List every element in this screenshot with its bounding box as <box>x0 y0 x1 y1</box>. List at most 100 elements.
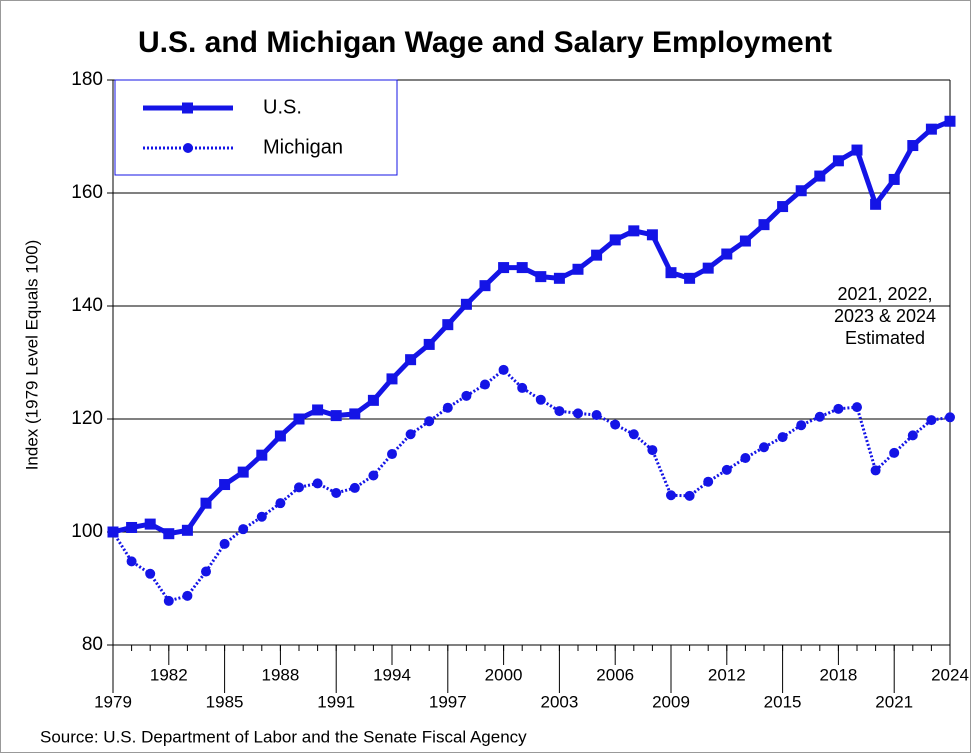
marker <box>423 338 435 350</box>
x-tick-label: 2018 <box>819 665 857 684</box>
marker <box>479 280 491 292</box>
marker <box>852 402 862 413</box>
marker <box>628 225 640 237</box>
marker <box>442 402 453 413</box>
marker <box>609 234 621 246</box>
legend-label: Michigan <box>263 136 343 158</box>
marker <box>758 219 770 231</box>
marker <box>163 528 175 540</box>
marker <box>144 518 156 530</box>
marker <box>145 568 156 579</box>
marker <box>405 429 416 440</box>
chart-title: U.S. and Michigan Wage and Salary Employ… <box>138 26 832 59</box>
marker <box>721 464 732 475</box>
marker <box>331 488 342 499</box>
x-tick-label: 1985 <box>206 692 244 711</box>
legend-marker <box>182 102 193 114</box>
marker <box>535 394 546 405</box>
x-tick-label: 2015 <box>764 692 802 711</box>
annotation: Estimated <box>845 328 925 348</box>
source: Source: U.S. Department of Labor and the… <box>40 727 527 746</box>
marker <box>907 140 919 152</box>
marker <box>181 524 193 536</box>
marker <box>480 379 490 390</box>
marker <box>628 429 639 440</box>
marker <box>126 521 138 533</box>
marker <box>294 482 304 493</box>
legend-marker <box>183 143 193 153</box>
marker <box>870 465 881 476</box>
marker <box>535 271 547 283</box>
marker <box>219 479 231 491</box>
y-tick-label: 160 <box>71 182 103 203</box>
marker <box>666 490 676 501</box>
marker <box>814 411 825 422</box>
x-tick-label: 2024 <box>931 665 969 684</box>
x-tick-label: 1982 <box>150 665 188 684</box>
marker <box>739 235 751 247</box>
marker <box>777 432 788 443</box>
marker <box>256 449 268 461</box>
marker <box>889 447 900 458</box>
series-line <box>112 118 951 537</box>
marker <box>702 262 714 274</box>
marker <box>349 408 361 420</box>
x-tick-label: 2021 <box>875 692 913 711</box>
marker <box>945 412 955 423</box>
marker <box>591 410 602 421</box>
y-tick-label: 100 <box>71 521 103 542</box>
marker <box>888 173 900 185</box>
marker <box>925 123 937 135</box>
marker <box>591 249 603 261</box>
marker <box>405 354 417 366</box>
marker <box>796 420 807 431</box>
marker <box>498 364 509 375</box>
x-tick-label: 1988 <box>261 665 299 684</box>
marker <box>274 430 286 442</box>
marker <box>944 115 956 127</box>
marker <box>238 524 249 535</box>
marker <box>833 403 844 414</box>
marker <box>349 482 360 493</box>
marker <box>759 442 769 453</box>
marker <box>832 155 844 167</box>
series-line <box>111 367 951 603</box>
marker <box>795 185 807 197</box>
marker <box>368 470 379 481</box>
marker <box>201 566 211 577</box>
marker <box>461 390 472 401</box>
marker <box>926 415 937 426</box>
x-tick-label: 1991 <box>317 692 355 711</box>
marker <box>442 319 454 331</box>
marker <box>777 201 789 213</box>
marker <box>424 416 435 427</box>
marker <box>275 498 286 509</box>
marker <box>387 449 397 460</box>
marker <box>293 413 305 425</box>
x-tick-label: 2003 <box>540 692 578 711</box>
marker <box>200 497 212 509</box>
x-tick-label: 2000 <box>485 665 523 684</box>
marker <box>851 144 863 156</box>
marker <box>256 511 267 522</box>
marker <box>498 262 510 274</box>
marker <box>684 272 696 284</box>
x-tick-label: 2012 <box>708 665 746 684</box>
marker <box>108 527 118 537</box>
marker <box>517 382 528 393</box>
marker <box>665 267 677 279</box>
marker <box>721 248 733 260</box>
marker <box>907 430 918 441</box>
y-tick-label: 180 <box>71 69 103 90</box>
marker <box>553 272 565 284</box>
marker <box>330 410 342 422</box>
y-tick-label: 80 <box>82 634 103 655</box>
marker <box>684 490 695 501</box>
marker <box>163 595 174 606</box>
legend-label: U.S. <box>263 96 302 118</box>
marker <box>219 538 230 549</box>
marker <box>386 373 398 385</box>
y-tick-label: 120 <box>71 408 103 429</box>
marker <box>367 394 379 406</box>
